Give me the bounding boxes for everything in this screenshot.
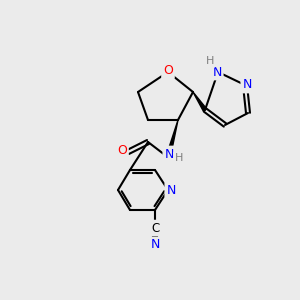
Text: H: H: [206, 56, 214, 66]
Text: H: H: [175, 153, 183, 163]
Text: N: N: [166, 184, 176, 196]
Text: C: C: [151, 221, 159, 235]
Text: O: O: [117, 145, 127, 158]
Polygon shape: [167, 120, 178, 154]
Text: N: N: [242, 79, 252, 92]
Text: N: N: [150, 238, 160, 251]
Text: N: N: [164, 148, 174, 160]
Polygon shape: [193, 92, 207, 111]
Text: O: O: [163, 64, 173, 77]
Text: N: N: [212, 65, 222, 79]
